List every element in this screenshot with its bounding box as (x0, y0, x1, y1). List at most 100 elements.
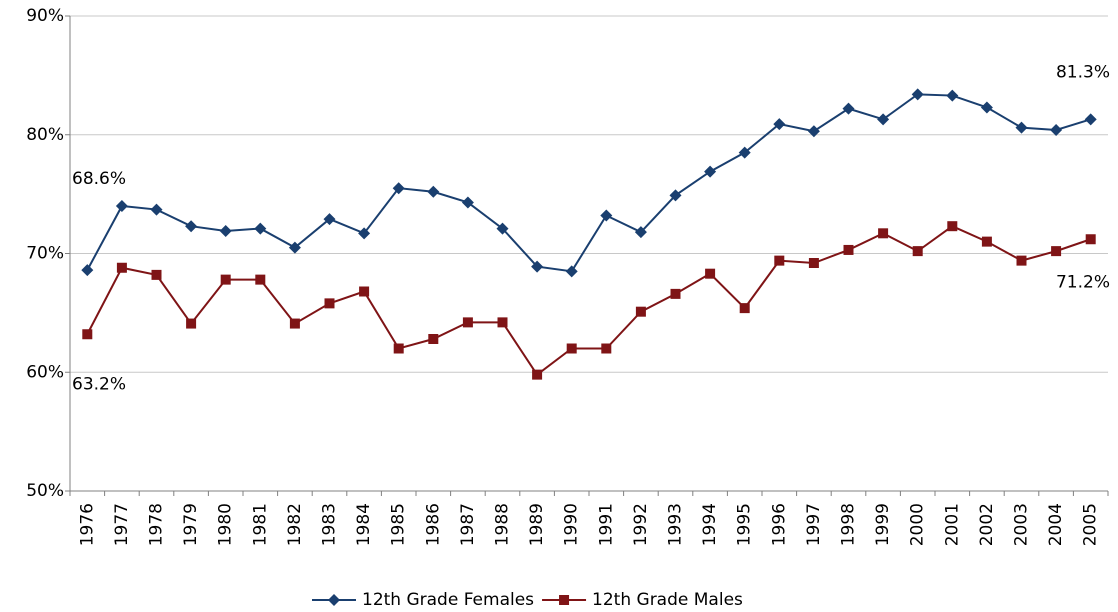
legend-label: 12th Grade Males (592, 590, 743, 610)
marker (947, 221, 958, 232)
marker (1084, 113, 1097, 126)
marker (738, 146, 751, 159)
x-tick-label: 1986 (423, 503, 443, 546)
x-tick-label: 1977 (112, 503, 132, 546)
marker (808, 258, 819, 268)
x-tick-label: 1992 (631, 503, 651, 546)
marker (393, 343, 404, 354)
x-tick-label: 1993 (666, 503, 686, 546)
marker (186, 318, 197, 329)
x-tick-label: 1988 (493, 503, 513, 546)
x-tick-label: 1990 (562, 503, 582, 546)
marker (739, 303, 750, 314)
marker (461, 196, 474, 209)
marker (566, 343, 577, 354)
marker (601, 343, 612, 354)
marker (254, 222, 267, 235)
data-label: 63.2% (72, 374, 126, 394)
x-tick-label: 1997 (804, 503, 824, 546)
marker (81, 264, 94, 277)
marker (358, 227, 371, 240)
x-tick-label: 2000 (908, 503, 928, 546)
x-tick-label: 1996 (769, 503, 789, 546)
marker (980, 101, 993, 114)
marker (705, 268, 716, 279)
marker (773, 118, 786, 131)
marker (116, 262, 127, 273)
marker (843, 244, 854, 255)
legend-label: 12th Grade Females (362, 590, 534, 610)
marker (428, 334, 439, 344)
marker (1051, 246, 1062, 257)
marker (497, 317, 508, 328)
marker (115, 200, 128, 212)
marker (496, 222, 509, 235)
x-tick-label: 1995 (735, 503, 755, 546)
y-tick-label: 50% (26, 481, 64, 501)
x-tick-label: 1994 (700, 503, 720, 546)
x-tick-label: 1984 (354, 503, 374, 546)
marker (1085, 234, 1096, 245)
x-tick-label: 1976 (77, 503, 97, 546)
marker (1050, 124, 1063, 136)
marker (877, 113, 890, 126)
marker (219, 224, 232, 237)
marker (1016, 255, 1027, 266)
marker (150, 203, 163, 216)
legend: 12th Grade Females 12th Grade Males (312, 590, 743, 610)
marker (842, 102, 855, 115)
data-label: 68.6% (72, 169, 126, 189)
x-tick-label: 1978 (147, 503, 167, 546)
x-tick-label: 1979 (181, 503, 201, 546)
marker (981, 236, 992, 247)
x-tick-label: 1982 (285, 503, 305, 546)
marker (532, 369, 543, 380)
data-label: 71.2% (1056, 272, 1110, 292)
marker (462, 317, 473, 328)
marker (669, 189, 682, 202)
marker (704, 165, 717, 178)
marker (600, 209, 613, 222)
x-tick-label: 1987 (458, 503, 478, 546)
marker (670, 288, 681, 299)
x-tick-label: 1989 (527, 503, 547, 546)
x-tick-label: 1983 (320, 503, 340, 546)
marker (531, 260, 544, 273)
x-tick-label: 1999 (873, 503, 893, 546)
marker (1015, 121, 1028, 134)
marker (359, 286, 370, 297)
x-tick-label: 1985 (389, 503, 409, 546)
marker (324, 298, 335, 309)
marker (946, 89, 959, 102)
marker (220, 274, 231, 285)
marker (912, 246, 923, 257)
marker (427, 185, 440, 198)
x-tick-label: 1991 (596, 503, 616, 546)
marker (911, 88, 924, 101)
marker (774, 255, 785, 266)
x-tick-label: 2004 (1046, 503, 1066, 546)
marker (634, 226, 647, 239)
marker (323, 213, 336, 226)
series-line (86, 225, 1092, 377)
x-tick-label: 2002 (977, 503, 997, 546)
x-tick-label: 2003 (1012, 503, 1032, 546)
marker (82, 329, 93, 340)
y-tick-label: 70% (26, 244, 64, 264)
marker (392, 182, 405, 195)
marker (289, 318, 300, 329)
marker (151, 269, 162, 280)
series-line (86, 93, 1091, 273)
marker (878, 228, 889, 239)
marker (185, 220, 198, 233)
y-tick-label: 80% (26, 125, 64, 145)
marker (635, 306, 646, 317)
marker (807, 125, 820, 138)
marker (255, 274, 266, 285)
x-tick-label: 1998 (839, 503, 859, 546)
y-tick-label: 60% (26, 362, 64, 382)
marker (565, 265, 578, 278)
marker (288, 241, 301, 254)
y-tick-label: 90% (26, 6, 64, 26)
